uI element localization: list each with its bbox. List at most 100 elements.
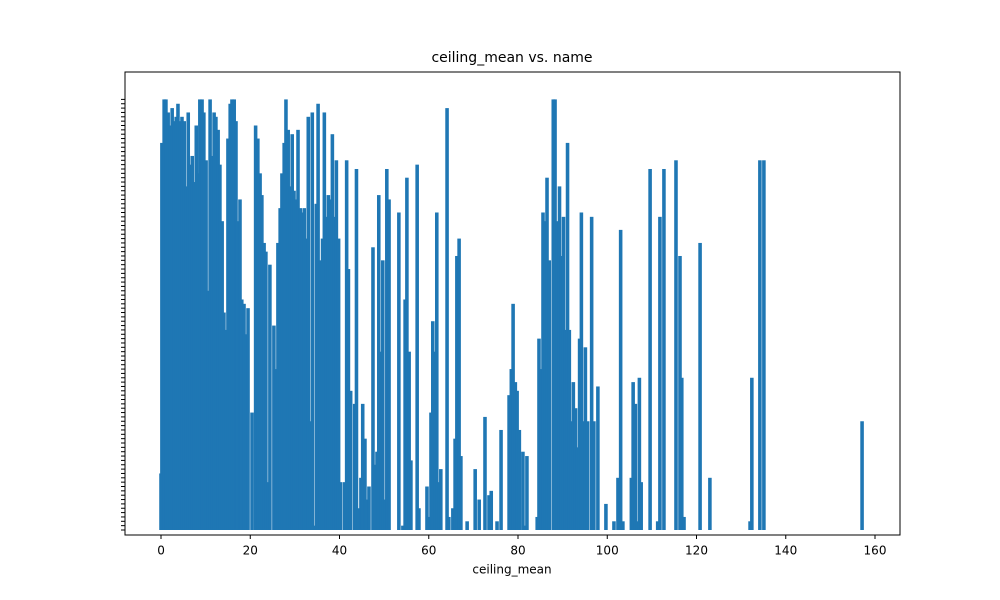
x-tick-label: 20 (243, 544, 258, 558)
x-tick-label: 160 (864, 544, 887, 558)
bar (604, 503, 608, 530)
bar (332, 216, 337, 530)
bar (160, 142, 164, 530)
bar (483, 416, 487, 530)
bar (679, 377, 684, 530)
bar (451, 508, 455, 530)
bar (352, 403, 357, 530)
bar (511, 303, 515, 530)
bar (559, 255, 564, 530)
bar (284, 99, 288, 530)
bar (222, 312, 226, 530)
bar (682, 516, 686, 530)
bar (239, 299, 244, 530)
bar (214, 116, 218, 530)
bar (220, 221, 224, 530)
bar (383, 499, 387, 530)
bar (417, 508, 421, 530)
bar (246, 308, 250, 530)
bar (314, 203, 319, 530)
bar (379, 351, 383, 530)
bar (439, 469, 443, 530)
bar (585, 421, 590, 530)
bar (618, 229, 623, 530)
bar (304, 238, 308, 530)
bar (435, 212, 439, 530)
bar (218, 164, 222, 530)
bar (272, 325, 276, 530)
bar (629, 477, 634, 530)
bar (708, 477, 712, 530)
bar (253, 125, 258, 530)
bar (354, 168, 359, 530)
bar (521, 451, 525, 530)
bar (371, 247, 375, 530)
bar (346, 269, 351, 530)
bar (477, 499, 481, 530)
bar (465, 521, 469, 530)
bar (292, 190, 296, 530)
bar (302, 208, 307, 530)
bar (164, 99, 168, 530)
bar (363, 438, 367, 530)
bar (537, 338, 541, 530)
bar (288, 186, 292, 530)
bar (276, 242, 280, 530)
bar (230, 99, 234, 530)
x-tick-label: 0 (157, 544, 165, 558)
bar (563, 329, 568, 530)
bar (553, 99, 557, 530)
x-tick-label: 80 (510, 544, 525, 558)
bar (238, 199, 242, 530)
bar (762, 160, 766, 530)
bar (202, 112, 206, 530)
bar (525, 456, 529, 530)
x-tick-label: 40 (332, 544, 347, 558)
bar (342, 482, 347, 530)
bar (567, 329, 572, 530)
bar (372, 464, 377, 530)
bar (296, 129, 300, 530)
bar (198, 99, 202, 530)
bar (344, 160, 349, 530)
bar (473, 469, 477, 530)
bar (330, 134, 335, 530)
bar (551, 99, 556, 530)
bar (447, 516, 451, 530)
bar (592, 421, 596, 530)
bar (631, 382, 635, 530)
bar (375, 451, 379, 530)
bar (621, 521, 625, 530)
bar (306, 116, 311, 530)
bar (184, 186, 188, 530)
bar (539, 369, 544, 530)
bar (280, 173, 284, 530)
bar (168, 125, 172, 530)
x-tick-label: 60 (421, 544, 436, 558)
bar (300, 212, 304, 530)
bar (326, 195, 331, 530)
bar (457, 238, 461, 530)
bar (445, 108, 449, 530)
bar (407, 351, 411, 530)
bar (234, 121, 238, 530)
bar (487, 495, 491, 530)
bar (579, 212, 584, 530)
bar (662, 168, 666, 530)
bar (430, 321, 435, 530)
bar (235, 221, 240, 530)
bar (397, 212, 401, 530)
bar (437, 482, 441, 530)
bar (338, 482, 343, 530)
x-tick-label: 120 (685, 544, 708, 558)
bar (226, 138, 230, 530)
bar (401, 525, 405, 530)
bar (517, 429, 522, 530)
bar (658, 216, 662, 530)
bar (216, 129, 220, 530)
bar (348, 390, 353, 530)
bar (758, 160, 762, 530)
bar (244, 334, 248, 530)
bar (364, 499, 369, 530)
